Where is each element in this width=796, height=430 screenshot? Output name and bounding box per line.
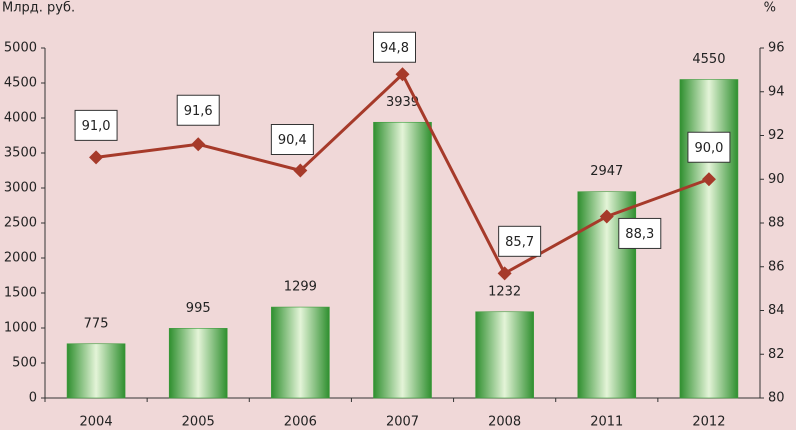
value-label-box (270, 124, 314, 155)
line-value-label: 94,8 (380, 41, 409, 56)
line-value-label: 91,6 (184, 104, 213, 119)
bar-value-label: 1299 (284, 280, 317, 295)
y2-tick-label: 80 (768, 391, 785, 406)
bar (475, 311, 534, 399)
bar-value-label: 1232 (488, 284, 521, 299)
x-tick-label: 2004 (80, 415, 113, 430)
bar-value-label: 4550 (692, 52, 725, 67)
x-tick-label: 2005 (182, 415, 215, 430)
y-tick-label: 3500 (4, 146, 37, 161)
x-tick-label: 2012 (692, 415, 725, 430)
y-tick-label: 4500 (4, 76, 37, 91)
x-tick-label: 2011 (590, 415, 623, 430)
bar-value-label: 3939 (386, 95, 419, 110)
line-value-label: 90,4 (278, 133, 307, 148)
y2-tick-label: 86 (768, 259, 785, 274)
line-marker (191, 137, 206, 152)
bar (373, 121, 432, 399)
bar (66, 343, 126, 399)
line-marker (395, 67, 410, 82)
y-axis-label: Млрд. руб. (2, 1, 75, 16)
x-tick-label: 2007 (386, 415, 419, 430)
y-tick-label: 0 (29, 391, 37, 406)
line-value-label: 85,7 (505, 235, 534, 250)
y2-tick-label: 88 (768, 216, 785, 231)
value-label-box (176, 94, 220, 126)
y-tick-label: 2000 (4, 251, 37, 266)
value-label-box (687, 131, 731, 163)
line-value-label: 90,0 (694, 141, 723, 156)
bar-value-label: 775 (84, 316, 109, 331)
y-tick-label: 1000 (4, 321, 37, 336)
y-tick-label: 4000 (4, 111, 37, 126)
y-tick-label: 500 (12, 356, 37, 371)
bar (679, 79, 739, 399)
x-tick-label: 2008 (488, 415, 521, 430)
value-label-box (618, 217, 662, 249)
y2-tick-label: 94 (768, 84, 785, 99)
y2-tick-label: 96 (768, 41, 785, 56)
y-tick-label: 3000 (4, 181, 37, 196)
bar-value-label: 995 (186, 301, 211, 316)
value-label-box (74, 109, 118, 141)
line-value-label: 88,3 (625, 227, 654, 242)
x-tick-label: 2006 (284, 415, 317, 430)
bar (168, 328, 228, 399)
y2-tick-label: 90 (768, 172, 785, 187)
line-marker (701, 172, 716, 187)
bar (271, 306, 330, 399)
value-label-box (498, 225, 542, 257)
y2-axis-label: % (764, 1, 776, 16)
line-marker (599, 209, 614, 224)
y2-tick-label: 92 (768, 128, 785, 143)
y2-tick-label: 84 (768, 303, 785, 318)
y-tick-label: 2500 (4, 216, 37, 231)
line-marker (89, 150, 104, 165)
y-tick-label: 5000 (4, 41, 37, 56)
y-tick-label: 1500 (4, 286, 37, 301)
bar-value-label: 2947 (590, 164, 623, 179)
line-marker (497, 266, 512, 281)
value-label-box (373, 31, 416, 63)
y2-tick-label: 82 (768, 347, 785, 362)
line-marker (293, 163, 308, 178)
line-value-label: 91,0 (82, 119, 111, 134)
